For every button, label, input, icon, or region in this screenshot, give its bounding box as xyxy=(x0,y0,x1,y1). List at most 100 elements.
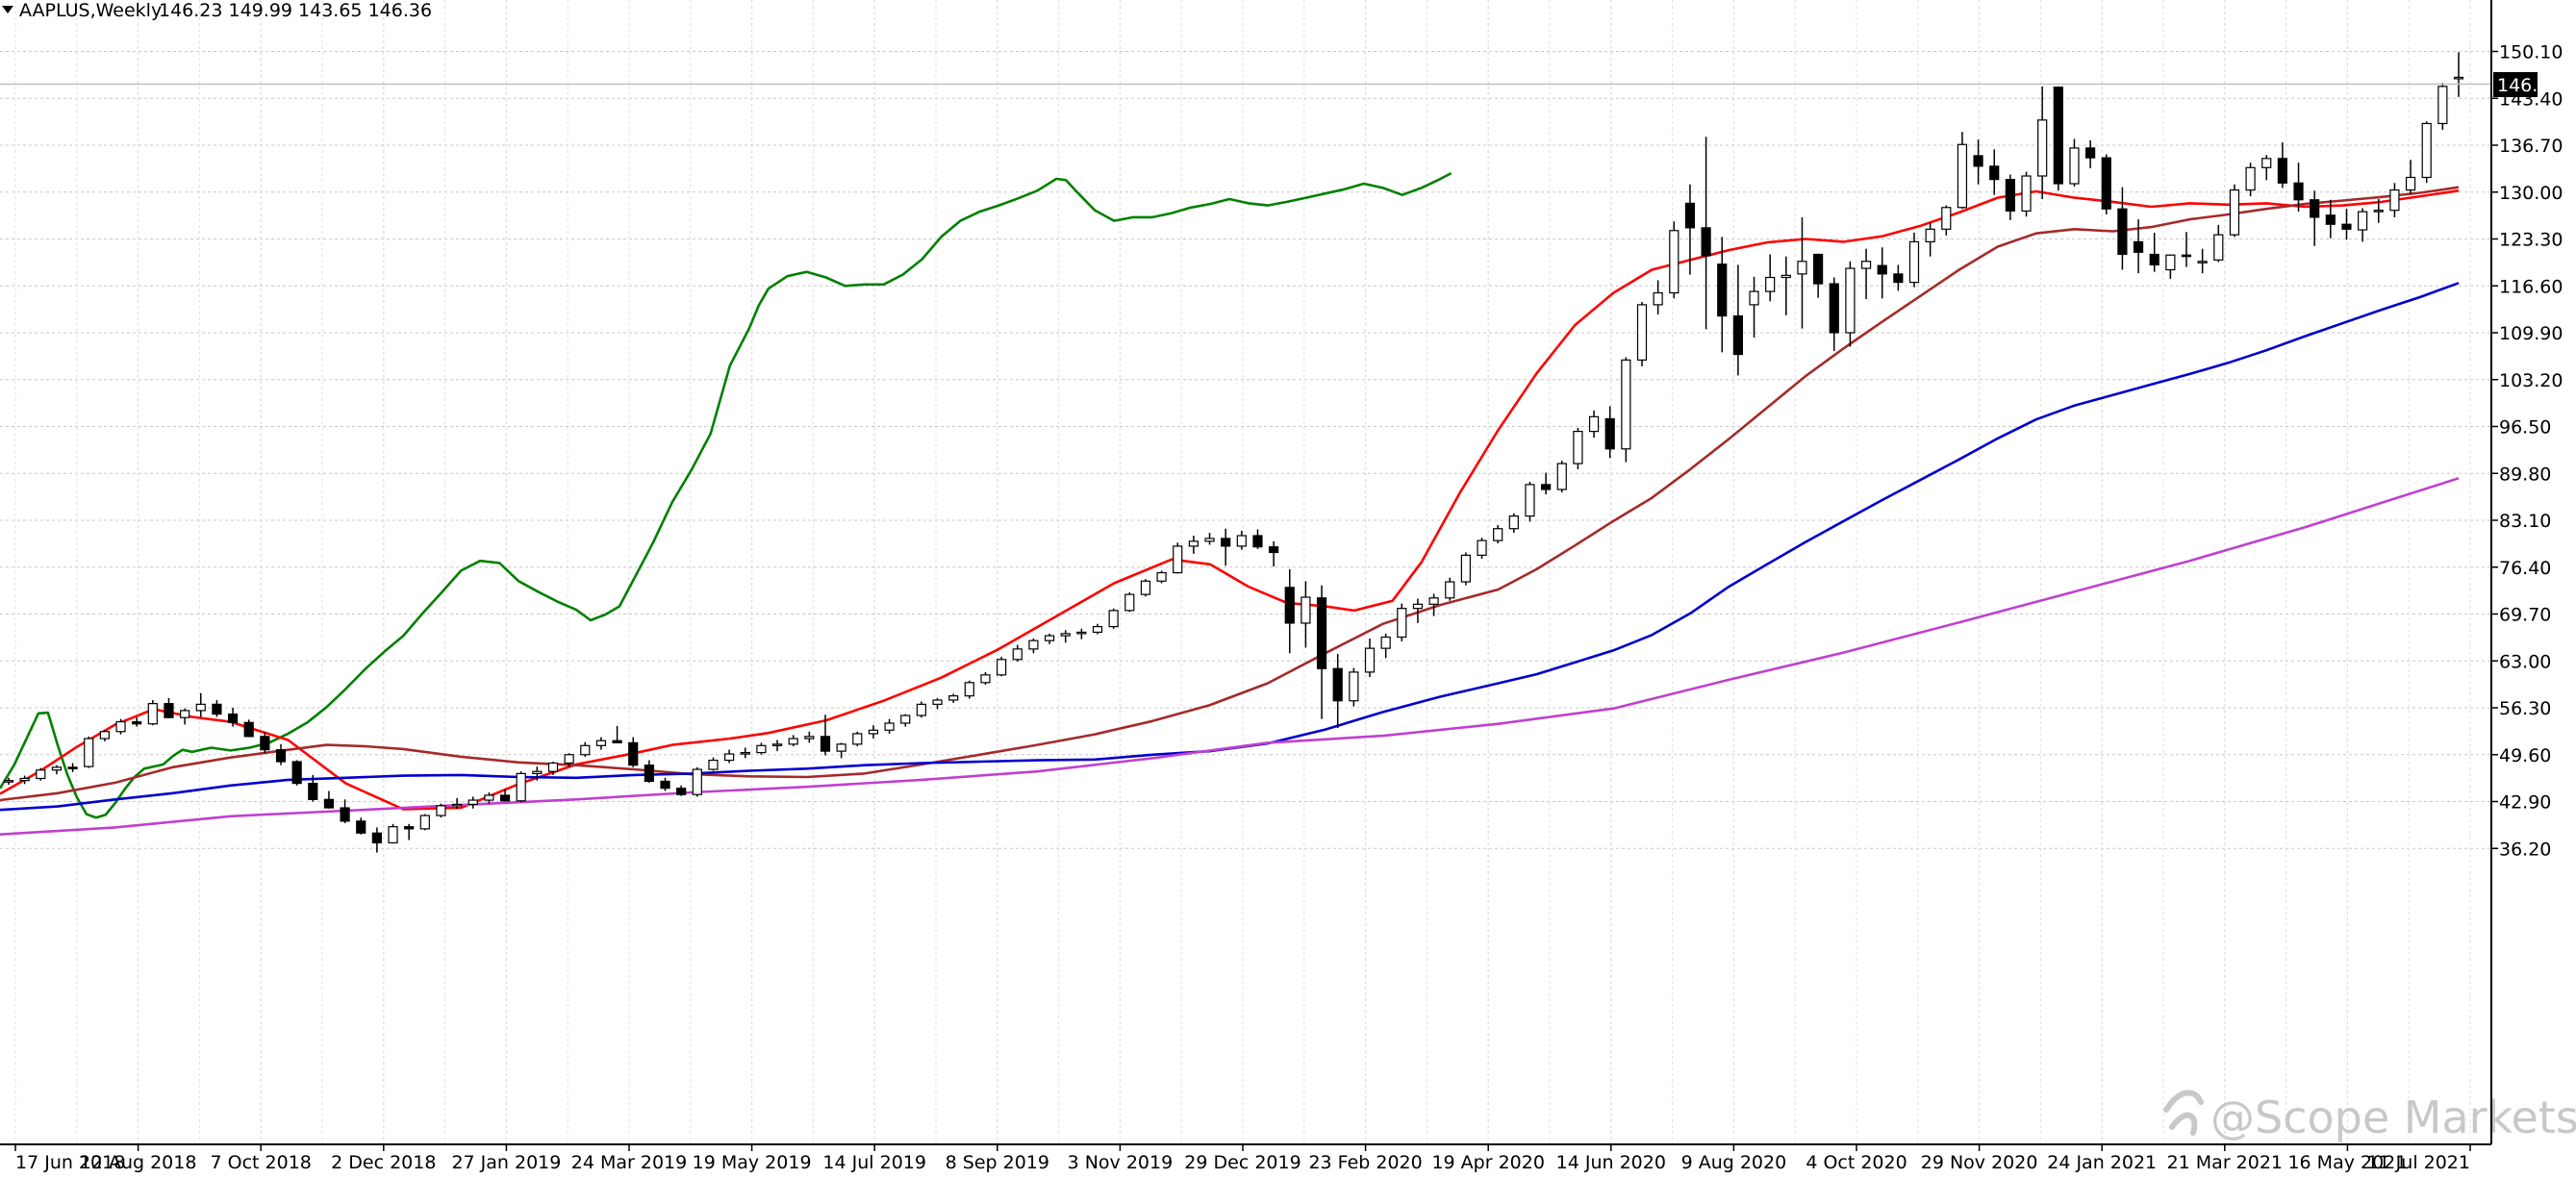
candle-body-bull xyxy=(788,738,798,745)
candle-body-bull xyxy=(1957,143,1968,209)
y-tick-label: 83.10 xyxy=(2499,511,2551,532)
candle-body-bear xyxy=(308,782,318,800)
candle-body-bull xyxy=(1301,596,1311,624)
candle-body-bear xyxy=(2293,182,2304,201)
candle-body-bull xyxy=(2037,119,2048,177)
candle-body-bull xyxy=(1349,671,1359,702)
y-tick-label: 116.60 xyxy=(2499,276,2563,297)
x-tick-label: 9 Aug 2020 xyxy=(1681,1152,1787,1173)
candle-body-bear xyxy=(404,826,415,830)
candle-body-bull xyxy=(1412,603,1424,610)
candle-body-bear xyxy=(323,798,335,809)
candle-body-bull xyxy=(724,753,735,762)
candle-body-bull xyxy=(2165,254,2176,271)
price-badge: 146.36 xyxy=(2493,72,2561,97)
candle-body-bull xyxy=(1845,267,1856,334)
candle-body-bull xyxy=(419,815,430,830)
candle-body-bull xyxy=(980,674,991,684)
x-tick-label: 12 Aug 2018 xyxy=(80,1152,197,1173)
y-tick-label: 130.00 xyxy=(2499,183,2563,204)
candle-body-bull xyxy=(2229,188,2240,236)
candle-body-bull xyxy=(1428,597,1439,605)
y-tick-label: 136.70 xyxy=(2499,136,2563,157)
candle-body-bear xyxy=(371,832,382,844)
candle-body-bull xyxy=(1140,580,1151,595)
candle-body-bull xyxy=(1044,635,1055,641)
candle-body-bull xyxy=(1780,274,1791,279)
candle-body-bull xyxy=(2197,261,2208,263)
y-tick-label: 76.40 xyxy=(2499,558,2551,579)
y-tick-label: 150.10 xyxy=(2499,42,2563,63)
candle-body-bear xyxy=(2133,240,2144,253)
candle-body-bear xyxy=(676,788,687,795)
ma-line-violet xyxy=(0,477,2460,836)
x-tick-label: 14 Jun 2020 xyxy=(1556,1152,1666,1173)
candle-body-bull xyxy=(1012,648,1023,661)
x-tick-label: 19 May 2019 xyxy=(693,1152,812,1173)
y-tick-label: 69.70 xyxy=(2499,605,2551,626)
candle-body-bull xyxy=(115,720,126,733)
candle-body-bull xyxy=(388,826,398,844)
candle-body-bull xyxy=(1108,610,1119,628)
scope-logo-icon xyxy=(2163,1090,2204,1136)
y-tick-label: 96.50 xyxy=(2499,417,2551,439)
candle-body-bull xyxy=(1204,538,1215,542)
moving-averages xyxy=(0,171,2460,836)
candle-body-bear xyxy=(1732,314,1743,356)
candle-body-bull xyxy=(756,744,767,754)
candle-body-bull xyxy=(595,740,607,746)
candle-body-bull xyxy=(868,729,879,735)
candle-body-bear xyxy=(2053,87,2063,185)
price-badge-box xyxy=(2493,72,2538,97)
candle-body-bull xyxy=(1156,571,1167,582)
price-axis[interactable]: 150.10143.40136.70130.00123.30116.60109.… xyxy=(2491,42,2563,861)
candle-body-bear xyxy=(2085,147,2096,159)
candle-body-bear xyxy=(2101,157,2111,210)
candle-body-bull xyxy=(1508,515,1519,530)
candle-body-bull xyxy=(1188,540,1199,547)
candle-body-bull xyxy=(1092,625,1103,634)
candle-body-bull xyxy=(2421,122,2432,179)
candle-body-bull xyxy=(467,799,478,806)
candle-body-bull xyxy=(1797,261,1807,275)
candle-body-bull xyxy=(1060,633,1071,637)
candle-body-bull xyxy=(1364,647,1376,673)
candle-body-bear xyxy=(1813,253,1824,285)
candle-body-bull xyxy=(708,759,719,770)
candle-body-bear xyxy=(1717,263,1728,317)
candle-body-bull xyxy=(1573,430,1583,464)
candle-body-bear xyxy=(260,736,270,751)
candle-body-bull xyxy=(1397,608,1407,639)
candle-body-bull xyxy=(1588,415,1600,433)
x-tick-label: 16 May 2021 xyxy=(2287,1152,2407,1173)
candle-body-bull xyxy=(964,682,974,697)
x-tick-label: 2 Dec 2018 xyxy=(331,1152,436,1173)
x-tick-label: 11 Jul 2021 xyxy=(2366,1152,2470,1173)
candle-body-bull xyxy=(436,805,446,816)
candle-body-bull xyxy=(2213,234,2224,261)
collapse-arrow-icon[interactable] xyxy=(2,6,13,13)
candle-body-bull xyxy=(147,703,158,725)
ma-line-blue xyxy=(0,282,2460,812)
candle-body-bull xyxy=(36,769,46,780)
candle-body-bull xyxy=(692,768,702,795)
candle-body-bull xyxy=(1556,463,1567,490)
candle-body-bear xyxy=(1284,587,1295,624)
x-tick-label: 27 Jan 2019 xyxy=(451,1152,561,1173)
candle-body-bear xyxy=(340,807,350,822)
candle-body-bull xyxy=(997,659,1007,676)
candle-body-bull xyxy=(948,695,959,701)
candle-body-bull xyxy=(2389,188,2400,212)
candle-body-bull xyxy=(1860,261,1872,269)
candle-body-bull xyxy=(547,762,559,772)
watermark-text: @Scope Markets xyxy=(2210,1091,2576,1143)
x-tick-label: 29 Nov 2020 xyxy=(1921,1152,2038,1173)
candle-body-bear xyxy=(612,740,622,743)
candle-body-bear xyxy=(356,820,366,834)
candle-body-bear xyxy=(275,749,287,763)
candle-body-bull xyxy=(51,766,63,771)
candle-body-bull xyxy=(1908,240,1920,284)
